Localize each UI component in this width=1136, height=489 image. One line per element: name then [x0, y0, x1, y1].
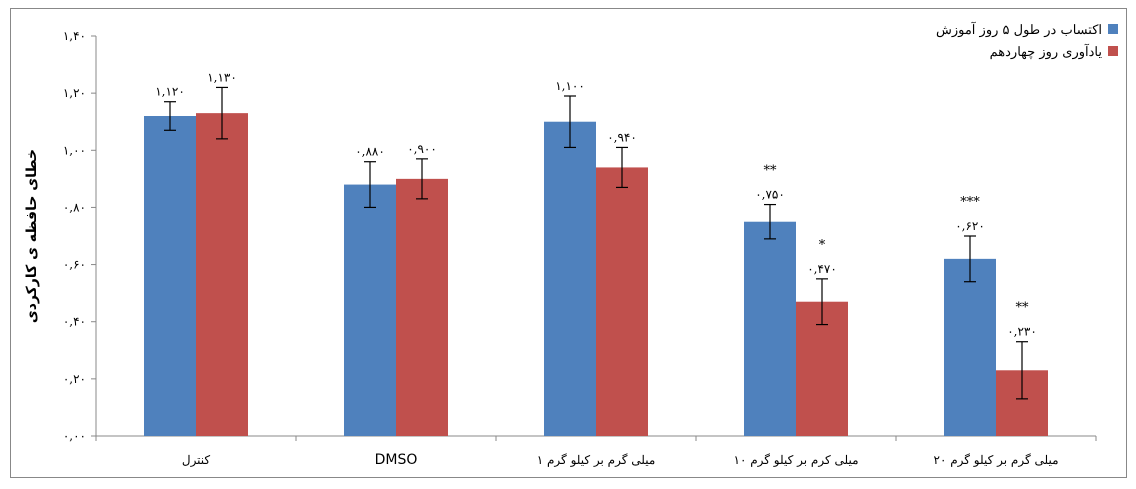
bar — [596, 167, 648, 436]
y-tick-label: ۱,۴۰ — [63, 29, 86, 43]
data-label: ۱,۱۲۰ — [155, 85, 185, 99]
significance-marker: ** — [1016, 301, 1030, 316]
category-label: ۱۰ میلی کرم بر کیلو گرم — [734, 453, 859, 467]
y-tick-label: ۰,۸۰ — [63, 200, 86, 214]
legend-swatch — [1108, 46, 1118, 56]
data-label: ۰,۹۴۰ — [607, 130, 637, 144]
y-tick-label: ۰,۰۰ — [63, 429, 86, 443]
data-label: ۰,۸۸۰ — [355, 145, 385, 159]
legend-label: اکتساب در طول ۵ روز آموزش — [936, 21, 1102, 38]
data-label: ۰,۴۷۰ — [807, 262, 837, 276]
data-label: ۰,۹۰۰ — [407, 142, 437, 156]
y-tick-label: ۰,۶۰ — [63, 258, 86, 272]
significance-marker: *** — [960, 195, 980, 210]
legend: اکتساب در طول ۵ روز آموزش یادآوری روز چها… — [936, 21, 1118, 60]
significance-marker: * — [819, 238, 826, 253]
data-label: ۱,۱۳۰ — [207, 70, 237, 84]
data-label: ۰,۶۲۰ — [955, 219, 985, 233]
series-2: ۱,۱۳۰ ۰,۹۰۰ ۰,۹۴۰ ۰,۴۷۰ * ۰,۲۳۰ ** — [196, 70, 1048, 437]
bar — [144, 116, 196, 436]
significance-marker: ** — [764, 164, 778, 179]
bar — [544, 121, 596, 436]
y-axis: ۰,۰۰ ۰,۲۰ ۰,۴۰ ۰,۶۰ ۰,۸۰ ۱,۰۰ ۱,۲۰ ۱,۴۰ — [63, 29, 97, 443]
category-label: DMSO — [375, 452, 418, 468]
y-axis-label: خطای حافظه ی کارکردی — [24, 149, 40, 323]
category-label: ۲۰ میلی گرم بر کیلو گرم — [934, 453, 1059, 467]
data-label: ۰,۷۵۰ — [755, 188, 785, 202]
data-label: ۱,۱۰۰ — [555, 79, 585, 93]
bars: ۱,۱۲۰۰,۸۸۰۱,۱۰۰۰,۷۵۰**۰,۶۲۰***۱,۱۳۰۰,۹۰۰… — [144, 70, 1048, 437]
legend-swatch — [1108, 24, 1118, 34]
legend-label: یادآوری روز چهاردهم — [990, 43, 1103, 60]
bar — [196, 113, 248, 437]
series-1: ۱,۱۲۰ ۰,۸۸۰ ۱,۱۰۰ ۰,۷۵۰ ** ۰,۶۲۰ *** — [144, 79, 996, 436]
x-axis: کنترل DMSO ۱ میلی گرم بر کیلو گرم ۱۰ میلی ک… — [95, 435, 1097, 468]
y-tick-label: ۰,۲۰ — [63, 372, 86, 386]
y-tick-label: ۱,۰۰ — [63, 143, 86, 157]
category-label: کنترل — [182, 453, 211, 467]
bar — [396, 178, 448, 436]
category-label: ۱ میلی گرم بر کیلو گرم — [537, 453, 656, 467]
y-tick-label: ۱,۲۰ — [63, 86, 86, 100]
data-label: ۰,۲۳۰ — [1007, 325, 1037, 339]
bar — [744, 221, 796, 436]
bar — [944, 258, 996, 436]
bar — [344, 184, 396, 436]
y-tick-label: ۰,۴۰ — [63, 315, 86, 329]
